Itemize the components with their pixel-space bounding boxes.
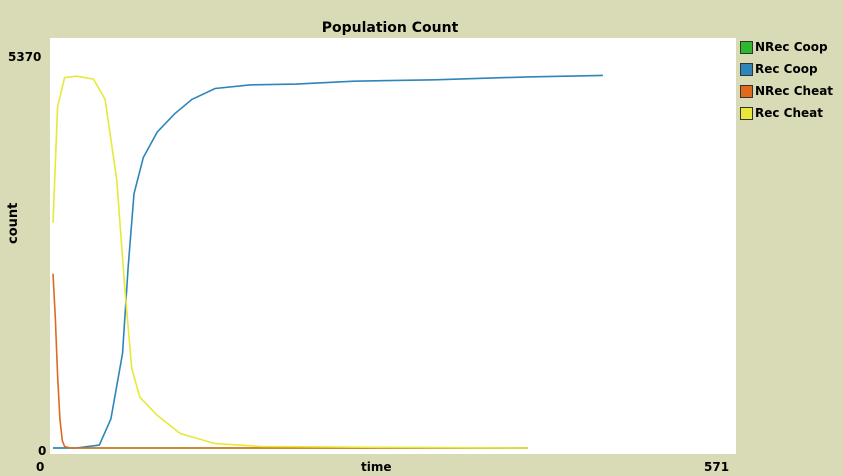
legend-item-rec-cheat: Rec Cheat (740, 106, 843, 122)
legend-swatch-rec-coop (740, 63, 753, 76)
series-layer (52, 74, 603, 449)
series-line-rec-coop (53, 74, 603, 449)
legend-swatch-nrec-cheat (740, 85, 753, 98)
legend-label-nrec-cheat: NRec Cheat (755, 84, 834, 98)
x-axis-label: time (361, 460, 392, 474)
series-line-nrec-cheat (52, 273, 528, 449)
y-axis-label: count (6, 202, 21, 244)
series-line-rec-cheat (52, 75, 528, 449)
chart-title: Population Count (321, 20, 459, 36)
x-tick-max: 571 (704, 460, 730, 474)
plot-area (50, 38, 736, 454)
legend-item-nrec-coop: NRec Coop (740, 40, 843, 56)
legend-label-nrec-coop: NRec Coop (755, 40, 828, 54)
legend-swatch-nrec-coop (740, 41, 753, 54)
legend-item-nrec-cheat: NRec Cheat (740, 84, 843, 100)
y-tick-min: 0 (38, 444, 47, 458)
y-tick-max: 5370 (8, 50, 42, 64)
legend-label-rec-coop: Rec Coop (755, 62, 818, 76)
legend-item-rec-coop: Rec Coop (740, 62, 843, 78)
x-tick-min: 0 (36, 460, 45, 474)
legend-label-rec-cheat: Rec Cheat (755, 106, 823, 120)
legend-swatch-rec-cheat (740, 107, 753, 120)
